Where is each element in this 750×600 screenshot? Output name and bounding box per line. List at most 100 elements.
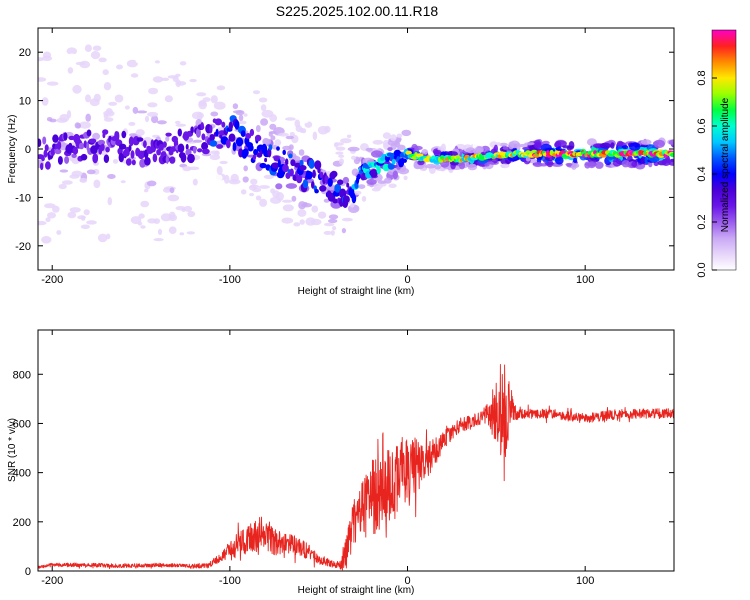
heatmap-cell [201, 142, 209, 151]
heatmap-cell [116, 64, 123, 70]
heatmap-cell [240, 130, 246, 138]
heatmap-cell [187, 153, 195, 164]
heatmap-cell [232, 110, 243, 114]
heatmap-cell [311, 205, 319, 213]
heatmap-cell [250, 184, 260, 189]
heatmap-cell [264, 157, 268, 163]
heatmap-cell [52, 205, 60, 213]
heatmap-cell [139, 243, 145, 247]
heatmap-cell [232, 142, 237, 152]
heatmap-cell [192, 139, 203, 143]
heatmap-cell [214, 118, 223, 126]
heatmap-cell [383, 161, 391, 165]
heatmap-cell [351, 155, 357, 160]
heatmap-cell [281, 217, 294, 224]
heatmap-cell [47, 212, 56, 219]
heatmap-cell [118, 143, 127, 150]
heatmap-cell [41, 236, 52, 244]
heatmap-cell [209, 140, 218, 147]
heatmap-cell [168, 226, 177, 234]
heatmap-cell [45, 217, 51, 223]
heatmap-cell [56, 117, 68, 123]
heatmap-cell [243, 165, 248, 172]
heatmap-cell [126, 59, 138, 68]
heatmap-cell [124, 105, 130, 110]
heatmap-cell [640, 157, 645, 164]
heatmap-cell [458, 161, 466, 170]
heatmap-cell [288, 153, 293, 159]
heatmap-cell [92, 132, 101, 140]
heatmap-cell [282, 164, 289, 173]
heatmap-cell [290, 159, 296, 167]
heatmap-cell [291, 134, 299, 144]
heatmap-cell [282, 199, 293, 203]
heatmap-cell [161, 77, 170, 82]
heatmap-cell [216, 165, 223, 175]
heatmap-cell [508, 141, 515, 150]
heatmap-cell [78, 121, 91, 129]
heatmap-cell [274, 139, 282, 147]
heatmap-cell [138, 213, 145, 219]
heatmap-cell [312, 169, 316, 179]
heatmap-cell [59, 169, 69, 173]
heatmap-cell [314, 189, 319, 194]
heatmap-cells [38, 44, 674, 250]
snr-axes: -200 -100 0 100 0 200 400 600 800 [13, 330, 674, 587]
heatmap-cell [254, 134, 262, 142]
x-tick-label: -200 [41, 274, 63, 286]
heatmap-cell [358, 184, 366, 190]
heatmap-cell [584, 161, 591, 169]
heatmap-cell [324, 175, 329, 184]
heatmap-cell [330, 230, 335, 236]
heatmap-cell [44, 144, 49, 152]
heatmap-cell [595, 161, 604, 169]
heatmap-cell [57, 156, 63, 165]
heatmap-cell [38, 138, 42, 147]
heatmap-cell [92, 45, 102, 51]
heatmap-cell [157, 228, 163, 235]
heatmap-cell [271, 162, 280, 169]
heatmap-cell [152, 153, 158, 163]
heatmap-cell [228, 179, 241, 185]
heatmap-cell [179, 61, 187, 66]
y-tick-label: 10 [19, 96, 31, 108]
heatmap-cell [347, 146, 360, 152]
heatmap-cell [298, 149, 305, 156]
heatmap-cell [202, 148, 210, 155]
heatmap-cell [98, 57, 107, 63]
x-tick-label: -100 [219, 274, 241, 286]
heatmap-cell [38, 220, 47, 226]
heatmap-cell [144, 115, 150, 123]
heatmap-cell [371, 150, 383, 158]
heatmap-cell [600, 142, 611, 149]
heatmap-cell [314, 160, 322, 170]
heatmap-cell [135, 58, 145, 64]
heatmap-cell [112, 159, 119, 164]
x-tick-label: 100 [576, 274, 594, 286]
heatmap-cell [210, 111, 219, 117]
heatmap-cell [351, 168, 359, 176]
heatmap-cell [370, 169, 378, 178]
heatmap-cell [328, 214, 339, 220]
heatmap-cell [242, 176, 249, 183]
heatmap-cell [192, 178, 198, 186]
heatmap-cell [175, 79, 181, 88]
heatmap-cell [387, 147, 393, 152]
heatmap-cell [66, 47, 78, 55]
chart-title: S225.2025.102.00.11.R18 [276, 3, 439, 19]
colorbar-title: Normalized spectral amplitude [720, 97, 731, 232]
heatmap-cell [500, 163, 510, 169]
heatmap-cell [130, 73, 139, 78]
heatmap-cell [319, 185, 327, 192]
heatmap-cell [108, 101, 118, 106]
heatmap-cell [156, 149, 162, 156]
heatmap-cell [270, 196, 282, 204]
heatmap-cell [372, 139, 384, 145]
heatmap-cell [260, 118, 269, 126]
y-tick-label: -20 [15, 241, 31, 253]
heatmap-y-axis-title: Frequency (Hz) [7, 115, 18, 184]
heatmap-cell [540, 143, 552, 152]
heatmap-cell [215, 128, 219, 137]
heatmap-cell [86, 129, 92, 137]
heatmap-cell [164, 95, 173, 103]
